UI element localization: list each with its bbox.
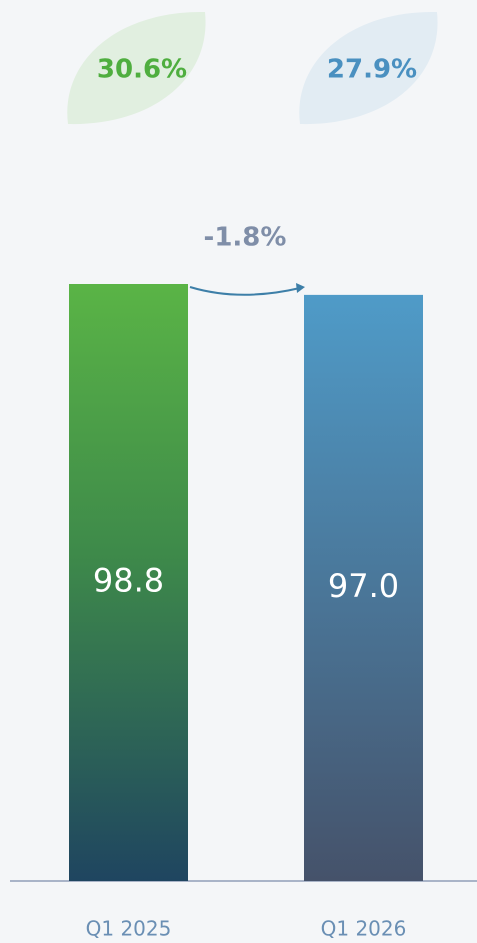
- leaf-label: 30.6%: [97, 55, 187, 85]
- change-arrow: [189, 286, 301, 296]
- change-label: -1.8%: [204, 223, 287, 253]
- leaf-shape: [67, 11, 206, 125]
- x-tick-label: Q1 2026: [321, 917, 407, 941]
- value-label: 98.8: [93, 562, 164, 600]
- change-arrow-head: [296, 283, 305, 293]
- x-tick-label: Q1 2025: [86, 917, 172, 941]
- value-label: 97.0: [328, 567, 399, 605]
- bar: [69, 284, 188, 881]
- leaf-shape: [299, 11, 438, 125]
- leaf-label: 27.9%: [327, 55, 417, 85]
- bar: [304, 294, 423, 881]
